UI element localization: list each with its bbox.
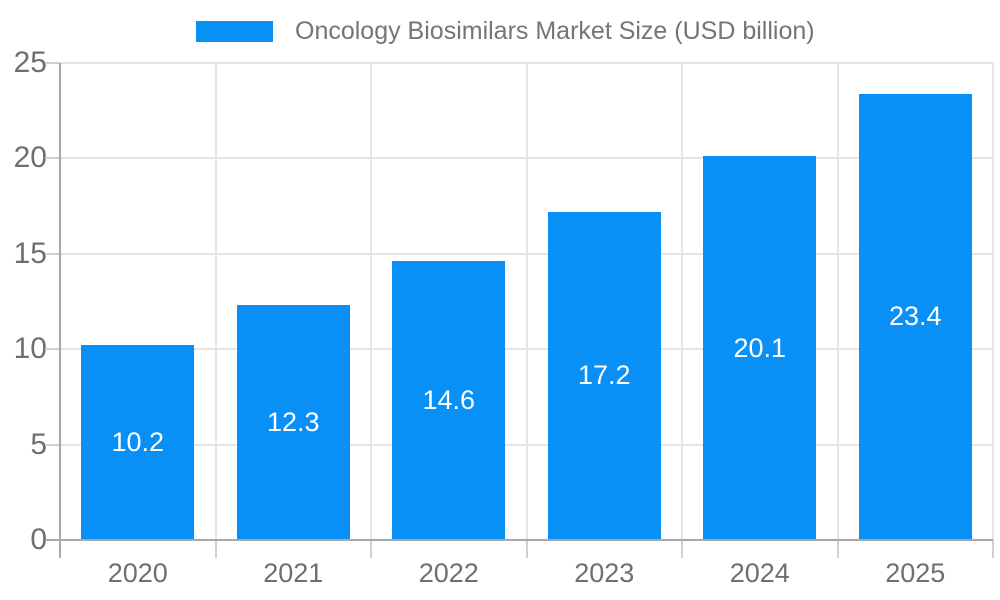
gridline-vertical [214, 63, 217, 540]
x-axis-tick [681, 540, 683, 558]
legend-label[interactable]: Oncology Biosimilars Market Size (USD bi… [295, 17, 815, 45]
bar-value-label: 12.3 [266, 407, 320, 438]
x-axis-tick [370, 540, 372, 558]
y-tick-label: 0 [30, 523, 47, 556]
x-axis-tick [525, 540, 528, 558]
y-tick-label: 20 [13, 141, 47, 175]
y-axis-tick [45, 348, 60, 351]
bar-value-label: 10.2 [111, 427, 165, 458]
x-axis-tick [992, 540, 994, 558]
x-tick-label: 2025 [885, 558, 946, 588]
x-axis-tick [836, 540, 839, 558]
y-tick-label: 25 [13, 46, 47, 79]
y-axis-line [59, 63, 61, 558]
x-tick-label: 2022 [418, 558, 479, 588]
x-tick-label: 2023 [574, 558, 635, 588]
x-tick-label: 2021 [263, 558, 324, 588]
y-tick-label: 15 [13, 236, 47, 270]
y-axis-tick [45, 252, 60, 255]
bar[interactable]: 12.3 [236, 305, 350, 540]
bar[interactable]: 14.6 [392, 261, 506, 540]
y-tick-label: 10 [13, 332, 47, 366]
y-axis-tick [45, 443, 60, 446]
bar-value-label: 17.2 [577, 360, 631, 391]
gridline-vertical [681, 63, 683, 540]
y-tick-label: 5 [30, 427, 47, 461]
gridline-vertical [992, 63, 994, 540]
gridline-vertical [836, 63, 839, 540]
x-axis-line [45, 539, 993, 541]
y-axis-tick [45, 62, 60, 64]
y-axis-tick [45, 157, 60, 160]
legend-swatch[interactable] [196, 21, 273, 42]
bar-value-label: 20.1 [733, 332, 787, 363]
gridline-vertical [370, 63, 372, 540]
bar[interactable]: 20.1 [703, 156, 817, 540]
bar[interactable]: 10.2 [81, 345, 195, 540]
bar[interactable]: 17.2 [547, 211, 661, 540]
gridline-vertical [525, 63, 528, 540]
x-tick-label: 2024 [729, 558, 790, 588]
x-tick-label: 2020 [107, 558, 168, 588]
bar[interactable]: 23.4 [858, 93, 972, 540]
x-axis-tick [214, 540, 217, 558]
bar-value-label: 23.4 [888, 301, 942, 332]
legend[interactable]: Oncology Biosimilars Market Size (USD bi… [196, 17, 815, 46]
bar-value-label: 14.6 [422, 385, 476, 416]
